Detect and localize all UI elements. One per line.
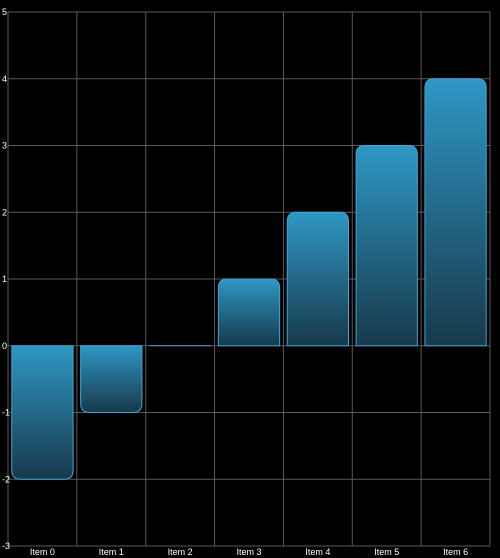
y-tick-label: 4	[2, 74, 7, 84]
bar-item-5	[355, 145, 418, 347]
y-tick-label: 3	[2, 141, 7, 151]
y-tick-label: -2	[2, 474, 10, 484]
bar-item-4	[286, 211, 349, 347]
bar-item-3	[217, 278, 281, 347]
x-tick-label: Item 0	[30, 547, 55, 557]
x-tick-label: Item 6	[443, 547, 468, 557]
x-axis-ticks: Item 0 Item 1 Item 2 Item 3 Item 4 Item 5 Item…	[30, 547, 468, 557]
bars	[11, 78, 487, 480]
y-tick-label: -1	[2, 408, 10, 418]
y-tick-label: -3	[2, 541, 10, 551]
bar-item-1	[80, 345, 143, 413]
y-tick-label: 2	[2, 207, 7, 217]
x-tick-label: Item 5	[374, 547, 399, 557]
x-tick-label: Item 2	[168, 547, 193, 557]
x-tick-label: Item 4	[305, 547, 330, 557]
bar-item-0	[11, 345, 74, 480]
y-tick-label: 1	[2, 274, 7, 284]
bar-item-6	[424, 78, 487, 347]
x-tick-label: Item 3	[236, 547, 261, 557]
y-tick-label: 0	[2, 341, 7, 351]
y-axis-ticks: -3 -2 -1 0 1 2 3 4 5	[2, 7, 10, 551]
y-tick-label: 5	[2, 7, 7, 17]
x-tick-label: Item 1	[99, 547, 124, 557]
